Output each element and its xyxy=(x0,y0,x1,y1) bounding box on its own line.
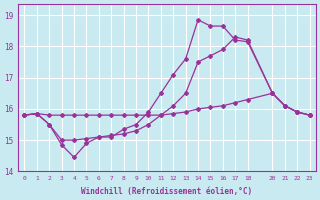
X-axis label: Windchill (Refroidissement éolien,°C): Windchill (Refroidissement éolien,°C) xyxy=(82,187,252,196)
